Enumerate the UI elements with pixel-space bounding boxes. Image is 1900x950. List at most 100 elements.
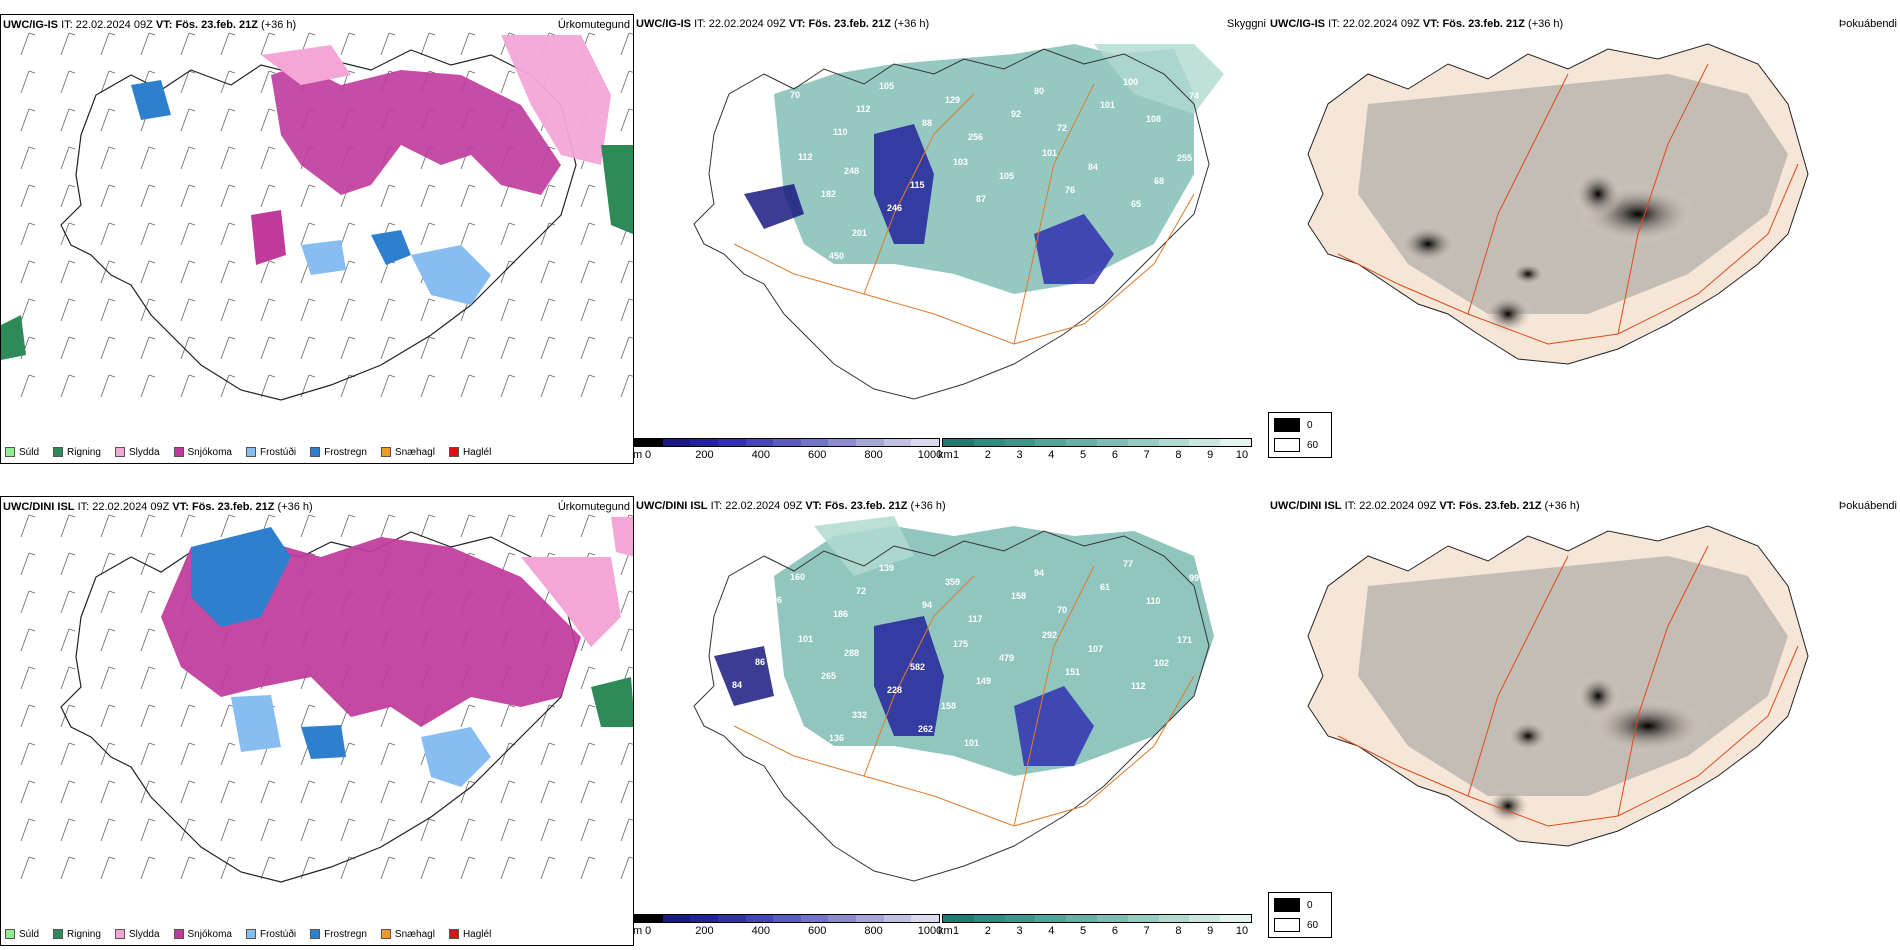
fog-panel-top: UWC/IG-IS IT: 22.02.2024 09Z VT: Fös. 23…: [1268, 14, 1900, 464]
wind-barb: [20, 780, 36, 804]
wind-barb: [220, 374, 236, 398]
wind-barb: [620, 628, 633, 652]
cloudbase-area-3: [744, 184, 804, 229]
wind-barb: [180, 70, 196, 94]
cloud-base-label: 87: [976, 194, 986, 204]
cloud-base-label: 110: [833, 127, 848, 137]
cloudbase-bar: [634, 438, 940, 447]
wind-barb: [140, 374, 156, 398]
cloud-base-label: 104: [740, 742, 755, 752]
wind-barb: [220, 780, 236, 804]
legend-label: Frostúði: [259, 446, 297, 458]
legend-swatch: [114, 929, 125, 939]
wind-barb: [500, 70, 516, 94]
cloud-base-label: 140: [763, 237, 778, 247]
fog-legend-label: 0: [1307, 419, 1313, 431]
legend-item: Rigning: [53, 929, 101, 940]
cloud-base-label: 246: [887, 203, 902, 213]
fzdrizzle-area: [421, 727, 491, 787]
wind-barb: [220, 260, 236, 284]
cloud-base-label: 77: [1123, 559, 1133, 569]
wind-barb: [20, 856, 36, 880]
cloud-base-label: 139: [879, 563, 894, 573]
cloud-base-label: 113: [724, 558, 739, 568]
cloud-base-label: 265: [821, 671, 836, 681]
wind-barb: [260, 146, 276, 170]
cloud-base-label: 332: [852, 710, 867, 720]
wind-barb: [500, 514, 516, 538]
colorbar-tick: 200: [695, 925, 714, 937]
legend-item: Slydda: [114, 447, 160, 458]
colorbar-tick: 10: [1235, 449, 1249, 461]
wind-barb: [300, 514, 316, 538]
roads: [1337, 545, 1799, 827]
colorbar-tick: 400: [751, 449, 770, 461]
legend-item: Snjókoma: [173, 447, 232, 458]
wind-barb: [500, 856, 516, 880]
cloud-base-label: 70: [1057, 605, 1067, 615]
wind-barb: [60, 374, 76, 398]
legend-label: Rigning: [67, 928, 101, 940]
fog-blob: [1483, 294, 1533, 334]
precip-title-top: UWC/IG-IS IT: 22.02.2024 09Z VT: Fös. 23…: [3, 19, 297, 31]
precip-panel-top: UWC/IG-IS IT: 22.02.2024 09Z VT: Fös. 23…: [0, 14, 634, 464]
colorbar-tick: 5: [1080, 449, 1087, 461]
fog-blob: [1510, 262, 1546, 286]
wind-barb: [140, 260, 156, 284]
colorbar-tick: 400: [751, 925, 770, 937]
wind-barb: [540, 514, 556, 538]
cloud-base-label: 359: [945, 577, 960, 587]
legend-swatch: [53, 447, 64, 457]
iceland-outline: [60, 49, 577, 401]
cloud-base-label: 106: [767, 595, 782, 605]
wind-barb: [620, 298, 633, 322]
wind-barb: [300, 704, 316, 728]
sleet-area-2: [611, 517, 633, 557]
wind-barb: [100, 260, 116, 284]
fzrain-area-2: [131, 80, 171, 120]
cloud-base-label: 92: [1011, 109, 1021, 119]
wind-barb: [460, 336, 476, 360]
wind-barb: [100, 552, 116, 576]
wind-barb: [60, 260, 76, 284]
wind-barb: [340, 298, 356, 322]
wind-barb: [540, 856, 556, 880]
iceland-outline: [693, 48, 1210, 400]
wind-barb: [220, 108, 236, 132]
wind-barb: [420, 856, 436, 880]
wind-barb: [380, 336, 396, 360]
cloud-title-top: UWC/IG-IS IT: 22.02.2024 09Z VT: Fös. 23…: [636, 18, 930, 30]
wind-barb: [60, 222, 76, 246]
wind-barb: [340, 514, 356, 538]
cloud-base-label: 582: [910, 662, 925, 672]
cloud-base-label: 105: [879, 81, 894, 91]
colorbar-tick: 1: [952, 925, 960, 937]
cloud-base-label: 72: [856, 586, 866, 596]
wind-barb: [540, 818, 556, 842]
legend-swatch: [310, 447, 321, 457]
legend-label: Rigning: [67, 446, 101, 458]
wind-barb: [60, 514, 76, 538]
wind-barb: [260, 336, 276, 360]
wind-barb: [60, 70, 76, 94]
wind-barb: [580, 514, 596, 538]
fog-legend-label: 60: [1307, 439, 1319, 451]
wind-barb: [420, 780, 436, 804]
colorbar-tick: 3: [1016, 925, 1023, 937]
wind-barb: [620, 260, 633, 284]
wind-barb: [100, 590, 116, 614]
cloud-base-labels: 82 78 70 110 112 105 88 129 256 92 80 72 101 100 108 74…: [724, 76, 1199, 284]
wind-barb: [100, 374, 116, 398]
wind-barb: [140, 298, 156, 322]
cloud-base-label: 61: [1100, 582, 1110, 592]
fzrain-area: [191, 527, 291, 627]
wind-barb: [180, 32, 196, 56]
wind-barb: [580, 184, 596, 208]
wind-barb: [620, 552, 633, 576]
wind-barb: [180, 222, 196, 246]
wind-barb: [620, 336, 633, 360]
legend-label: Frostregn: [324, 928, 367, 940]
colorbar-tick: 3: [1016, 449, 1023, 461]
wind-barb: [180, 514, 196, 538]
wind-barb: [380, 32, 396, 56]
